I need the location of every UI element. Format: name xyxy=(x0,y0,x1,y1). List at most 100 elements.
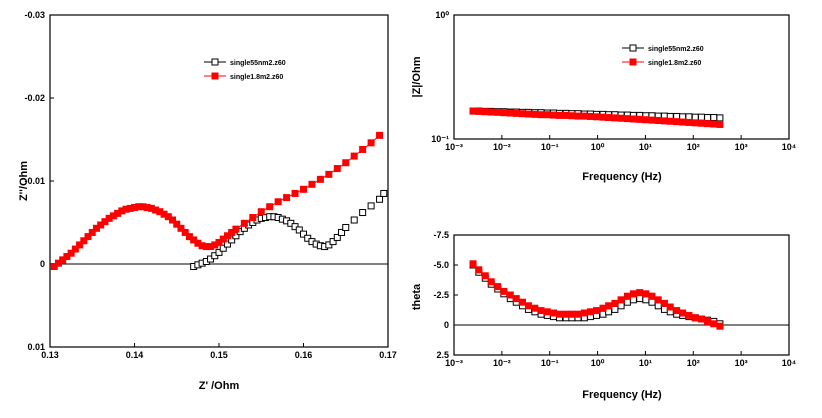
bode-phase-y-tick-label: -7.5 xyxy=(433,230,449,240)
bode-magnitude-legend-label: single1.8m2.z60 xyxy=(648,60,701,67)
nyquist-data-point xyxy=(367,139,375,147)
bode-magnitude-data-point xyxy=(469,107,477,115)
bode-magnitude-data-point xyxy=(537,111,545,119)
nyquist-data-point xyxy=(169,216,177,224)
nyquist-data-point xyxy=(295,226,303,234)
bode-magnitude-data-point xyxy=(654,116,662,124)
nyquist-data-point xyxy=(325,170,333,178)
nyquist-data-point xyxy=(376,195,384,203)
bode-magnitude-data-point xyxy=(648,116,656,124)
bode-phase-x-tick-label: 10⁴ xyxy=(782,358,796,368)
bode-magnitude-x-tick-label: 10³ xyxy=(735,142,748,152)
bode-phase-x-tick-label: 10³ xyxy=(735,358,748,368)
bode-magnitude-data-point xyxy=(568,112,576,120)
nyquist-data-point xyxy=(350,152,358,160)
bode-magnitude-x-tick-label: 10⁻¹ xyxy=(541,142,559,152)
nyquist-y-tick-label: 0 xyxy=(40,259,45,269)
bode-phase-data-point xyxy=(475,266,483,274)
bode-phase-x-tick-label: 10² xyxy=(687,358,700,368)
bode-magnitude-legend-label: single55nm2.z60 xyxy=(648,46,704,53)
nyquist-y-tick-label: 0.01 xyxy=(27,342,45,352)
bode-magnitude-legend-marker xyxy=(629,44,637,52)
bode-magnitude-data-point xyxy=(475,107,483,115)
bode-phase-data-point xyxy=(648,292,656,300)
nyquist-data-point xyxy=(88,228,96,236)
bode-phase-data-point xyxy=(605,302,613,310)
nyquist-data-point xyxy=(333,233,341,241)
bode-phase-x-tick-label: 10⁻³ xyxy=(445,358,463,368)
bode-phase-data-point xyxy=(574,310,582,318)
bode-magnitude-data-point xyxy=(562,111,570,119)
bode-magnitude-data-point xyxy=(691,113,699,121)
nyquist-data-point xyxy=(359,209,367,217)
bode-phase-data-point xyxy=(623,292,631,300)
bode-magnitude-data-point xyxy=(617,114,625,122)
nyquist-data-point xyxy=(359,145,367,153)
bode-magnitude-data-point xyxy=(494,108,502,116)
bode-magnitude-data-point xyxy=(710,114,718,122)
nyquist-data-point xyxy=(173,220,181,228)
bode-magnitude-x-tick-label: 10⁰ xyxy=(591,142,605,152)
bode-phase-data-point xyxy=(673,307,681,315)
bode-magnitude-data-point xyxy=(679,118,687,126)
bode-phase-data-point xyxy=(623,298,631,306)
bode-phase-y-tick-label: -5.0 xyxy=(433,260,449,270)
bode-phase-data-point xyxy=(537,307,545,315)
bode-phase-data-point xyxy=(704,317,712,325)
bode-phase-data-point xyxy=(512,295,520,303)
nyquist-data-point xyxy=(274,198,282,206)
nyquist-data-point xyxy=(376,131,384,139)
bode-magnitude-data-point xyxy=(629,115,637,123)
nyquist-x-tick-label: 0.17 xyxy=(379,350,397,360)
bode-magnitude-data-point xyxy=(666,117,674,125)
bode-magnitude-y-axis-label: |Z|/Ohm xyxy=(411,56,423,97)
nyquist-data-point xyxy=(67,249,75,257)
bode-phase-x-tick-label: 10⁻¹ xyxy=(541,358,559,368)
nyquist-data-point xyxy=(219,244,227,252)
nyquist-data-point xyxy=(181,228,189,236)
bode-magnitude-data-point xyxy=(524,110,532,118)
bode-magnitude-data-point xyxy=(586,112,594,120)
nyquist-legend-marker xyxy=(211,58,219,66)
bode-magnitude-plot-marks: 10⁻³ 10⁻² 10⁻¹ 10⁰ 10¹ 10² 10³ 10⁴ 10⁰ 10⁻¹ single… xyxy=(431,10,796,152)
nyquist-data-point xyxy=(257,208,265,216)
nyquist-x-tick-label: 0.16 xyxy=(295,350,313,360)
bode-magnitude-data-point xyxy=(716,114,724,122)
bode-phase-plot: 10⁻³ 10⁻² 10⁻¹ 10⁰ 10¹ 10² 10³ 10⁴ -7.5 -5.0 -2.5 0… xyxy=(411,230,796,401)
bode-phase-data-point xyxy=(555,310,563,318)
bode-magnitude-data-point xyxy=(512,109,520,117)
bode-phase-data-point xyxy=(524,302,532,310)
bode-phase-data-point xyxy=(500,287,508,295)
bode-phase-plot-marks: 10⁻³ 10⁻² 10⁻¹ 10⁰ 10¹ 10² 10³ 10⁴ -7.5 -5.0 -2.5 0… xyxy=(433,230,796,368)
bode-magnitude-data-point xyxy=(660,117,668,125)
bode-magnitude-data-point xyxy=(574,112,582,120)
bode-magnitude-data-point xyxy=(593,113,601,121)
nyquist-data-point xyxy=(300,230,307,238)
bode-phase-data-point xyxy=(666,303,674,311)
bode-phase-data-point xyxy=(648,298,656,306)
bode-phase-data-point xyxy=(654,302,662,310)
nyquist-data-point xyxy=(350,216,358,224)
bode-magnitude-data-point xyxy=(555,111,563,119)
nyquist-y-tick-label: -0.02 xyxy=(24,93,45,103)
nyquist-plot: 0.13 0.14 0.15 0.16 0.17 -0.03 -0.02 -0.01 0 0.01… xyxy=(18,10,397,392)
bode-magnitude-data-point xyxy=(710,120,718,128)
nyquist-data-point xyxy=(380,189,388,197)
bode-magnitude-data-point xyxy=(550,111,558,119)
nyquist-y-tick-label: -0.01 xyxy=(24,176,45,186)
bode-phase-data-point xyxy=(469,260,477,268)
nyquist-data-point xyxy=(316,175,324,183)
nyquist-data-point xyxy=(223,240,231,248)
bode-magnitude-x-tick-label: 10⁴ xyxy=(782,142,796,152)
bode-phase-data-point xyxy=(617,302,625,310)
bode-phase-data-point xyxy=(586,308,594,316)
bode-magnitude-x-tick-label: 10¹ xyxy=(639,142,652,152)
bode-phase-data-point xyxy=(660,299,668,307)
bode-magnitude-data-point xyxy=(543,111,551,119)
nyquist-data-point xyxy=(283,194,291,202)
bode-phase-data-point xyxy=(568,310,576,318)
bode-magnitude-data-point xyxy=(506,109,514,117)
bode-phase-x-tick-label: 10⁰ xyxy=(591,358,605,368)
nyquist-plot-frame xyxy=(49,14,389,348)
nyquist-plot-marks: 0.13 0.14 0.15 0.16 0.17 -0.03 -0.02 -0.01 0 0.01… xyxy=(24,10,396,360)
